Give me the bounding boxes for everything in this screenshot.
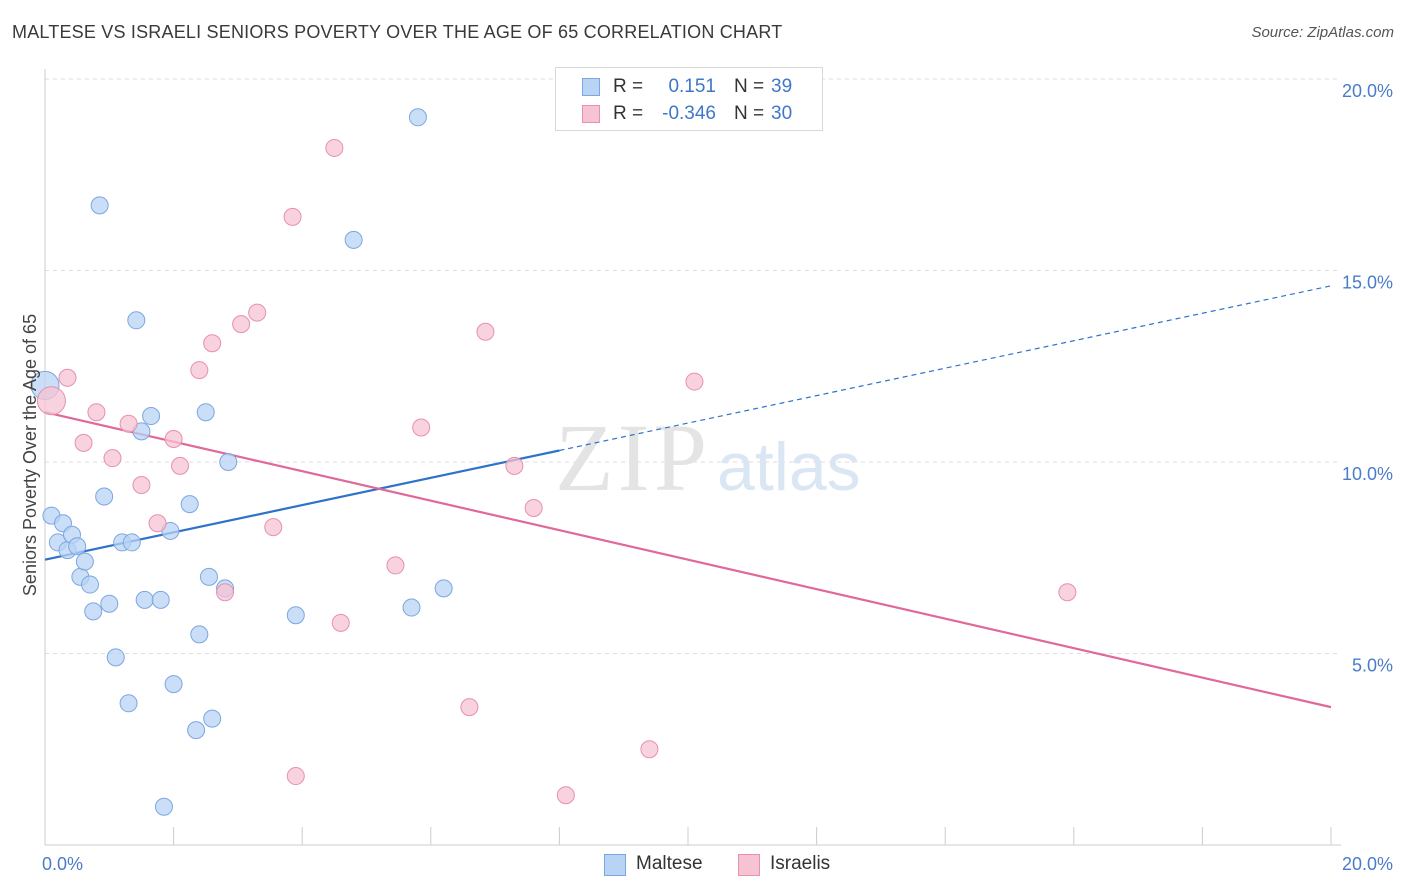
point-maltese — [68, 537, 87, 556]
point-israeli — [386, 556, 405, 575]
point-israeli — [412, 418, 431, 437]
bottom-legend-label-israelis: Israelis — [770, 853, 831, 874]
legend-r-label: R = — [613, 103, 644, 124]
point-maltese — [95, 487, 114, 506]
point-israeli — [331, 613, 350, 632]
point-israeli — [640, 740, 659, 759]
watermark-atlas: atlas — [717, 429, 861, 505]
y-tick-label: 5.0% — [1352, 656, 1393, 676]
point-israeli — [1058, 583, 1077, 602]
point-israeli — [203, 334, 222, 353]
point-maltese — [135, 590, 154, 609]
point-israeli — [132, 475, 151, 494]
y-axis-label: Seniors Poverty Over the Age of 65 — [20, 314, 40, 596]
point-maltese — [151, 590, 170, 609]
legend-r-label: R = — [613, 76, 644, 97]
point-maltese — [199, 567, 218, 586]
point-israeli — [87, 403, 106, 422]
legend-r-value: 0.151 — [668, 76, 716, 97]
point-maltese — [196, 403, 215, 422]
point-israeli — [36, 386, 66, 416]
point-israeli — [58, 368, 77, 387]
watermark: ZIP atlas — [555, 404, 861, 511]
point-israeli — [286, 767, 305, 786]
bottom-legend-swatch-israelis — [738, 854, 760, 876]
legend-r-value: -0.346 — [662, 103, 716, 124]
points-layer — [30, 108, 1077, 816]
legend: R = 0.151 N = 39 R = -0.346 N = 30 — [555, 67, 823, 131]
point-maltese — [142, 407, 161, 426]
point-israeli — [119, 414, 138, 433]
source-label: Source: ZipAtlas.com — [1251, 24, 1394, 41]
point-israeli — [505, 456, 524, 475]
point-maltese — [434, 579, 453, 598]
point-israeli — [164, 430, 183, 449]
series-maltese — [30, 108, 453, 816]
point-israeli — [325, 138, 344, 157]
point-maltese — [164, 675, 183, 694]
point-israeli — [171, 456, 190, 475]
point-maltese — [219, 453, 238, 471]
y-tick-label: 20.0% — [1342, 81, 1393, 101]
point-israeli — [148, 514, 167, 533]
point-maltese — [119, 694, 138, 713]
point-israeli — [190, 361, 209, 380]
point-maltese — [203, 709, 222, 728]
legend-row-maltese: R = 0.151 N = 39 — [556, 74, 822, 100]
point-maltese — [187, 721, 206, 740]
point-maltese — [127, 311, 146, 330]
legend-row-israelis: R = -0.346 N = 30 — [556, 101, 822, 127]
point-maltese — [190, 625, 209, 644]
point-israeli — [685, 372, 704, 391]
x-tick-label: 20.0% — [1342, 854, 1393, 874]
point-israeli — [103, 449, 122, 468]
bottom-legend: Maltese Israelis — [0, 852, 1406, 878]
point-israeli — [74, 433, 93, 452]
point-maltese — [180, 495, 199, 514]
point-maltese — [122, 533, 141, 552]
point-israeli — [556, 786, 575, 805]
chart-title: MALTESE VS ISRAELI SENIORS POVERTY OVER … — [12, 22, 783, 42]
bottom-legend-label-maltese: Maltese — [636, 853, 703, 874]
point-maltese — [286, 606, 305, 625]
legend-n-value: 39 — [771, 76, 793, 97]
point-israeli — [232, 315, 251, 334]
y-tick-label: 10.0% — [1342, 464, 1393, 484]
legend-n-label: N = — [734, 76, 765, 97]
watermark-zip: ZIP — [555, 404, 711, 511]
point-maltese — [84, 602, 103, 621]
series-israeli — [36, 138, 1077, 805]
point-maltese — [90, 196, 109, 215]
point-maltese — [106, 648, 125, 667]
trend-line-maltese-extension — [559, 285, 1332, 452]
point-israeli — [460, 698, 479, 717]
legend-swatch-israelis — [582, 105, 600, 123]
point-maltese — [100, 594, 119, 613]
point-israeli — [248, 303, 267, 322]
y-tick-label: 15.0% — [1342, 273, 1393, 293]
point-maltese — [154, 797, 173, 816]
point-israeli — [216, 583, 235, 602]
legend-n-value: 30 — [771, 103, 793, 124]
point-maltese — [408, 108, 427, 127]
legend-n-label: N = — [734, 103, 765, 124]
grid-layer — [45, 78, 1341, 654]
point-maltese — [402, 598, 421, 617]
point-israeli — [264, 518, 283, 537]
point-israeli — [283, 207, 302, 226]
point-israeli — [524, 498, 543, 517]
point-maltese — [81, 575, 100, 594]
point-israeli — [476, 322, 495, 341]
bottom-legend-swatch-maltese — [604, 854, 626, 876]
ticks-layer: 5.0% 10.0% 15.0% 20.0% 0.0% 20.0% — [42, 81, 1393, 874]
x-tick-label: 0.0% — [42, 854, 83, 874]
axes-layer — [44, 69, 1341, 846]
point-maltese — [75, 552, 94, 571]
legend-swatch-maltese — [582, 78, 600, 96]
trend-line-israelis — [44, 411, 1332, 709]
point-maltese — [344, 230, 363, 249]
